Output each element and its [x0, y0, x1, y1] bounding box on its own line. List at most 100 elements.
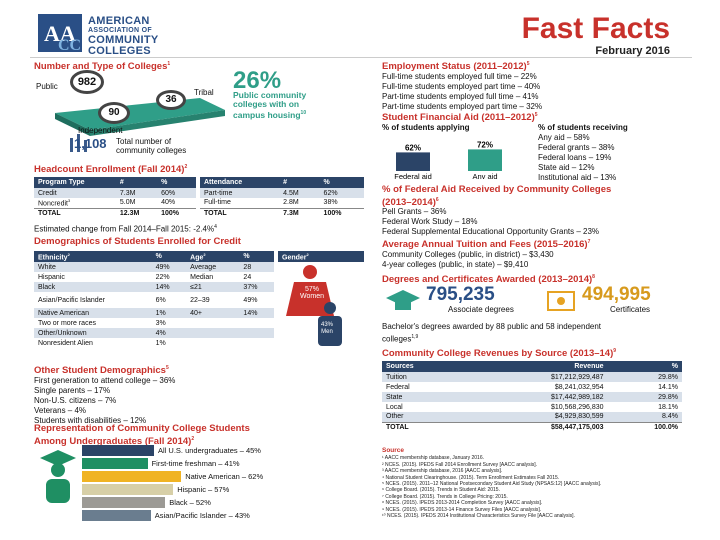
- representation-bar-label: All U.S. undergraduates – 45%: [158, 446, 261, 455]
- org-name: AMERICAN ASSOCIATION OF COMMUNITY COLLEG…: [88, 16, 159, 57]
- applying-label: % of students applying: [382, 123, 470, 132]
- total-colleges-label-2: community colleges: [116, 146, 187, 155]
- table-row: Federal $8,241,032,954 14.1%: [386, 383, 678, 391]
- demographics-table: Ethnicity2 % Age2 % White 49% Average 28 Hi…: [34, 251, 274, 348]
- org-line-2: ASSOCIATION OF: [88, 27, 152, 34]
- table-row: Local $10,568,296,830 18.1%: [386, 403, 678, 411]
- bachelor-text: Bachelor's degrees awarded by 88 public …: [382, 322, 602, 344]
- representation-bar: [82, 471, 182, 482]
- associate-value: 795,235: [426, 284, 495, 305]
- aid-bar-category-label: Federal aid: [394, 172, 432, 179]
- page-date: February 2016: [595, 45, 670, 57]
- aid-bar: [468, 149, 502, 171]
- tribal-label: Tribal: [194, 88, 214, 97]
- program-type-table: Program Type #% Credit 7.3M 60% Noncredit3 5…: [34, 177, 196, 218]
- independent-label: Independent: [78, 126, 123, 135]
- receiving-label: % of students receiving: [538, 123, 628, 132]
- man-icon: [324, 302, 336, 314]
- representation-bar-label: Black – 52%: [169, 498, 211, 507]
- certificate-label: Certificates: [610, 305, 651, 314]
- representation-title: Representation of Community College Stud…: [34, 423, 250, 448]
- graduate-person-icon: [40, 450, 76, 503]
- men-pct: 43% Men: [321, 322, 334, 335]
- table-row: TOTAL 12.3M 100%: [34, 207, 196, 218]
- federal-aid-list: Pell Grants – 36% Federal Work Study – 1…: [382, 207, 600, 236]
- total-colleges-label-1: Total number of: [116, 137, 172, 146]
- table-row: Other/Unknown 4%: [34, 328, 274, 339]
- table-row: Noncredit3 5.0M 40%: [38, 198, 176, 208]
- certificate-icon: [547, 291, 575, 311]
- table-row: Other $4,929,830,599 8.4%: [382, 412, 682, 422]
- representation-bar: [82, 484, 174, 495]
- aid-bar-chart: 62% Federal aid 72% Any aid: [394, 140, 502, 179]
- org-line-4: COLLEGES: [88, 45, 151, 57]
- table-row: TOTAL $58,447,175,003 100.0%: [382, 421, 682, 432]
- degrees-title: Degrees and Certificates Awarded (2013–2…: [382, 274, 595, 286]
- public-count-badge: 982: [70, 70, 104, 94]
- representation-bar-label: Hispanic – 57%: [177, 485, 230, 494]
- header: AA CC AMERICAN ASSOCIATION OF COMMUNITY …: [30, 8, 692, 58]
- representation-bar-label: Asian/Pacific Islander – 43%: [154, 511, 250, 520]
- employment-list: Full-time students employed full time – …: [382, 72, 543, 111]
- tribal-count-badge: 36: [156, 90, 186, 110]
- representation-bar-label: First-time freshman – 41%: [151, 459, 240, 468]
- table-row: Full-time 2.8M 38%: [204, 199, 338, 207]
- housing-percent: 26%: [233, 67, 282, 94]
- other-demographics-list: First generation to attend college – 36%…: [34, 376, 176, 425]
- page-title: Fast Facts: [521, 12, 670, 45]
- certificate-value: 494,995: [582, 284, 651, 305]
- independent-count-badge: 90: [98, 102, 130, 124]
- representation-bar: [82, 497, 166, 508]
- public-label: Public: [36, 82, 58, 91]
- table-row: Two or more races 3%: [38, 319, 166, 327]
- table-row: State $17,442,989,182 29.8%: [382, 392, 682, 402]
- svg-text:AA: AA: [44, 21, 76, 46]
- colleges-section-title: Number and Type of Colleges1: [34, 61, 171, 73]
- aacc-logo-icon: AA CC: [38, 14, 82, 52]
- representation-bar-label: Native American – 62%: [185, 472, 264, 481]
- aid-bar-value-label: 62%: [405, 143, 421, 152]
- table-row: Black 14% ≤21 37%: [34, 282, 274, 293]
- federal-aid-title: % of Federal Aid Received by Community C…: [382, 184, 612, 209]
- headcount-section-title: Headcount Enrollment (Fall 2014)2: [34, 164, 188, 176]
- org-line-3: COMMUNITY: [88, 34, 159, 46]
- associate-label: Associate degrees: [448, 305, 514, 314]
- gender-header: Gender2: [278, 251, 364, 262]
- table-row: TOTAL 7.3M 100%: [200, 207, 364, 218]
- demographics-section-title: Demographics of Students Enrolled for Cr…: [34, 236, 241, 247]
- revenues-table: Sources Revenue% Tuition $17,212,929,487 29…: [382, 361, 682, 432]
- aid-bar-category-label: Any aid: [472, 172, 497, 179]
- table-row: Part-time 4.5M 62%: [200, 188, 364, 198]
- table-row: Hispanic 22% Median 24: [38, 273, 252, 281]
- representation-bar: [82, 445, 154, 456]
- sources-block: Source ¹ AACC membership database, Janua…: [382, 447, 602, 520]
- tuition-title: Average Annual Tuition and Fees (2015–20…: [382, 239, 591, 251]
- women-pct: 57% Women: [300, 286, 324, 300]
- table-row: Asian/Pacific Islander 6% 22–39 49%: [38, 296, 258, 304]
- other-demographics-title: Other Student Demographics5: [34, 365, 169, 377]
- representation-bar: [82, 458, 148, 469]
- svg-text:CC: CC: [58, 37, 81, 52]
- table-row: Nonresident Alien 1%: [38, 339, 166, 347]
- aid-bar: [396, 152, 430, 171]
- representation-bar: [82, 510, 151, 521]
- receiving-list: Any aid – 58% Federal grants – 38% Feder…: [538, 133, 617, 182]
- employment-title: Employment Status (2011–2012)5: [382, 61, 530, 73]
- woman-icon: [303, 265, 317, 279]
- fact-sheet-page: AA CC AMERICAN ASSOCIATION OF COMMUNITY …: [30, 8, 692, 538]
- table-row: Tuition $17,212,929,487 29.8%: [382, 372, 682, 382]
- total-colleges-value: 1,108: [74, 136, 107, 151]
- graduation-cap-icon: [386, 290, 420, 310]
- revenues-title: Community College Revenues by Source (20…: [382, 348, 617, 360]
- table-row: White 49% Average 28: [34, 262, 274, 273]
- aid-bar-value-label: 72%: [477, 140, 493, 149]
- housing-text: Public community colleges with on campus…: [233, 90, 307, 120]
- attendance-table: Attendance #% Part-time 4.5M 62% Full-time 2…: [200, 177, 364, 218]
- gender-figures: [286, 265, 342, 346]
- tuition-list: Community Colleges (public, in district)…: [382, 250, 554, 269]
- table-row: Credit 7.3M 60%: [34, 188, 196, 198]
- estimated-change: Estimated change from Fall 2014–Fall 201…: [34, 224, 217, 234]
- financial-aid-title: Student Financial Aid (2011–2012)5: [382, 112, 538, 124]
- org-line-1: AMERICAN: [88, 15, 150, 27]
- table-row: Native American 1% 40+ 14%: [34, 308, 274, 319]
